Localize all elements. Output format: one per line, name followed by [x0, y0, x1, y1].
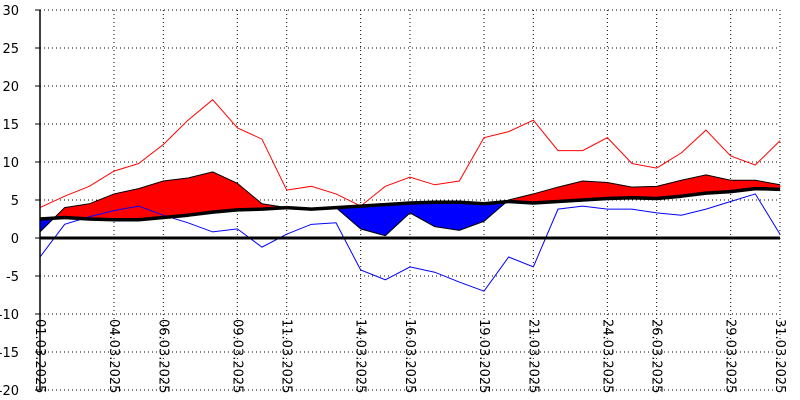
- y-tick-label: -15: [0, 346, 19, 361]
- x-tick-label: 11.03.2025: [279, 319, 294, 393]
- x-tick-label: 24.03.2025: [599, 319, 614, 393]
- norm-temperature-line: [39, 186, 781, 222]
- y-tick-label: -20: [0, 384, 19, 399]
- y-tick-label: 30: [2, 4, 19, 19]
- x-tick-label: 21.03.2025: [525, 319, 540, 393]
- y-axis-tick-labels: 30 25 20 15 10 5 0 -5 -10 -15 -20: [0, 4, 19, 399]
- y-tick-label: 15: [2, 118, 19, 133]
- axes: [35, 9, 780, 391]
- y-tick-label: 10: [2, 156, 19, 171]
- x-tick-label: 01.03.2025: [32, 319, 47, 393]
- x-axis-tick-labels: 01.03.2025 04.03.2025 06.03.2025 09.03.2025…: [32, 319, 787, 393]
- min-temperature-line: [39, 193, 781, 292]
- cold-anomaly-fill: [434, 202, 460, 231]
- y-tick-label: -10: [0, 308, 19, 323]
- x-tick-label: 29.03.2025: [723, 319, 738, 393]
- x-tick-label: 06.03.2025: [155, 319, 170, 393]
- x-tick-label: 04.03.2025: [106, 319, 121, 393]
- x-tick-label: 14.03.2025: [353, 319, 368, 393]
- x-tick-label: 19.03.2025: [476, 319, 491, 393]
- max-temperature-line: [39, 98, 781, 209]
- x-tick-label: 26.03.2025: [649, 319, 664, 393]
- x-tick-label: 09.03.2025: [229, 319, 244, 393]
- x-tick-label: 16.03.2025: [402, 319, 417, 393]
- mean-temperature-line: [39, 171, 781, 237]
- y-tick-label: 0: [11, 232, 19, 247]
- warm-anomaly-fill: [163, 177, 189, 218]
- y-tick-label: 25: [2, 42, 19, 57]
- y-tick-label: 5: [11, 194, 19, 209]
- y-tick-label: -5: [6, 270, 19, 285]
- y-tick-label: 20: [2, 80, 19, 95]
- series-lines: [39, 98, 781, 292]
- x-tick-label: 31.03.2025: [772, 319, 787, 393]
- warm-anomaly-fill: [187, 171, 213, 216]
